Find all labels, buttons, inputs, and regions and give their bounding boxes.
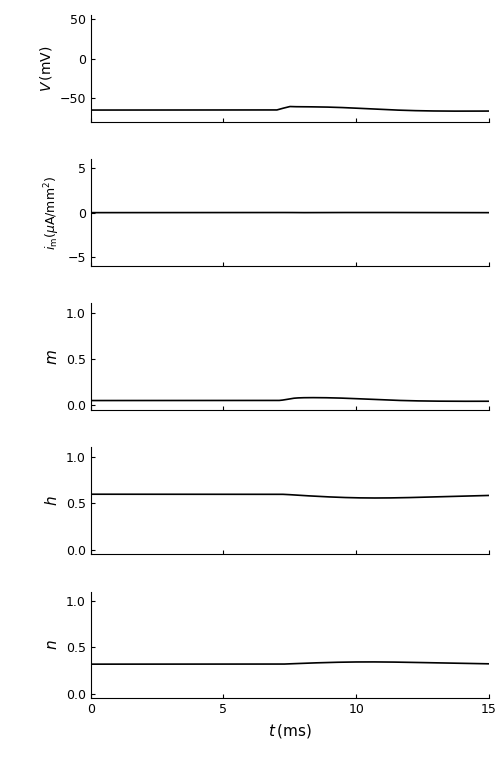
Y-axis label: $i_\mathrm{m}(\mu\mathrm{A/mm}^2)$: $i_\mathrm{m}(\mu\mathrm{A/mm}^2)$ bbox=[42, 175, 62, 250]
Y-axis label: $V\,(\mathrm{mV})$: $V\,(\mathrm{mV})$ bbox=[38, 46, 54, 92]
Y-axis label: $n$: $n$ bbox=[45, 640, 60, 650]
X-axis label: $t\,(\mathrm{ms})$: $t\,(\mathrm{ms})$ bbox=[268, 722, 311, 740]
Y-axis label: $h$: $h$ bbox=[44, 496, 60, 506]
Y-axis label: $m$: $m$ bbox=[45, 349, 60, 364]
